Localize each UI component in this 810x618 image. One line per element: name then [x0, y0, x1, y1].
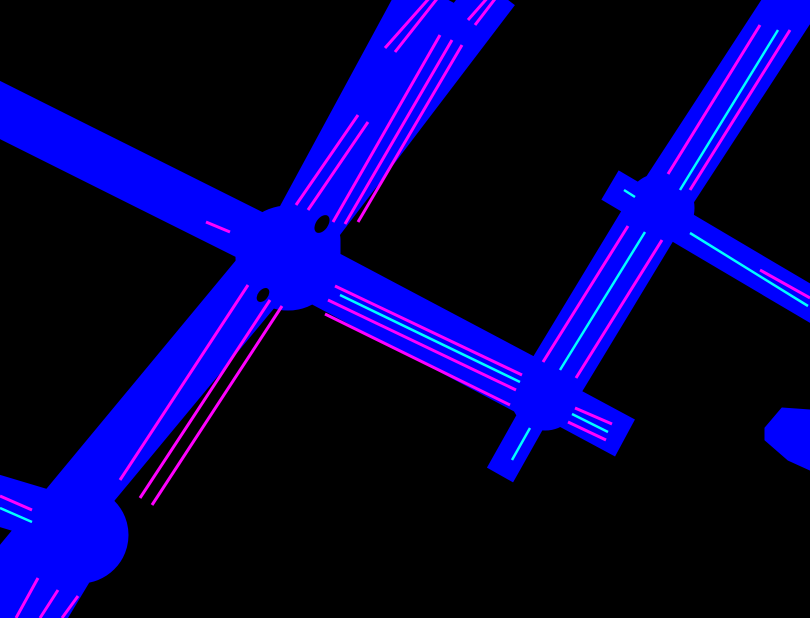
- lane-line: [205, 220, 231, 234]
- lane-line: [38, 589, 60, 618]
- lane-line: [666, 24, 762, 175]
- center-line: [623, 188, 636, 199]
- lane-line: [383, 0, 430, 49]
- center-line: [558, 231, 647, 371]
- road-segment: [637, 0, 810, 220]
- center-line: [510, 427, 532, 461]
- lane-line: [567, 420, 607, 442]
- lane-line: [343, 39, 454, 225]
- lane-line: [574, 239, 664, 379]
- center-line: [339, 293, 521, 384]
- intersection: [239, 217, 341, 299]
- lane-line: [393, 0, 438, 53]
- lane-line: [327, 298, 517, 392]
- road-segment: [0, 80, 302, 279]
- median: [256, 287, 270, 303]
- road-fragment: [764, 407, 810, 471]
- lane-line: [0, 494, 33, 512]
- lane-line: [138, 299, 272, 499]
- lane-line: [541, 225, 630, 363]
- lane-line: [466, 0, 488, 21]
- intersection: [510, 361, 580, 431]
- center-line: [0, 506, 33, 524]
- lane-line: [150, 305, 284, 506]
- lane-line: [688, 29, 792, 191]
- center-line: [678, 29, 780, 191]
- lane-line: [14, 577, 40, 618]
- intersection: [31, 486, 129, 584]
- lane-line: [294, 114, 360, 206]
- center-lines: [0, 29, 809, 524]
- lane-line: [473, 0, 497, 26]
- lane-line: [306, 121, 370, 211]
- lane-line: [60, 595, 80, 618]
- center-line: [571, 412, 609, 434]
- lane-line: [356, 44, 464, 223]
- median-gaps: [256, 215, 330, 303]
- lane-line: [759, 268, 810, 300]
- lane-line: [574, 406, 613, 426]
- median: [314, 215, 330, 233]
- intersection: [349, 72, 395, 118]
- lane-line: [118, 284, 250, 481]
- lane-line: [331, 34, 442, 223]
- center-line: [689, 231, 809, 308]
- lane-line: [334, 284, 523, 377]
- lane-line: [324, 312, 511, 407]
